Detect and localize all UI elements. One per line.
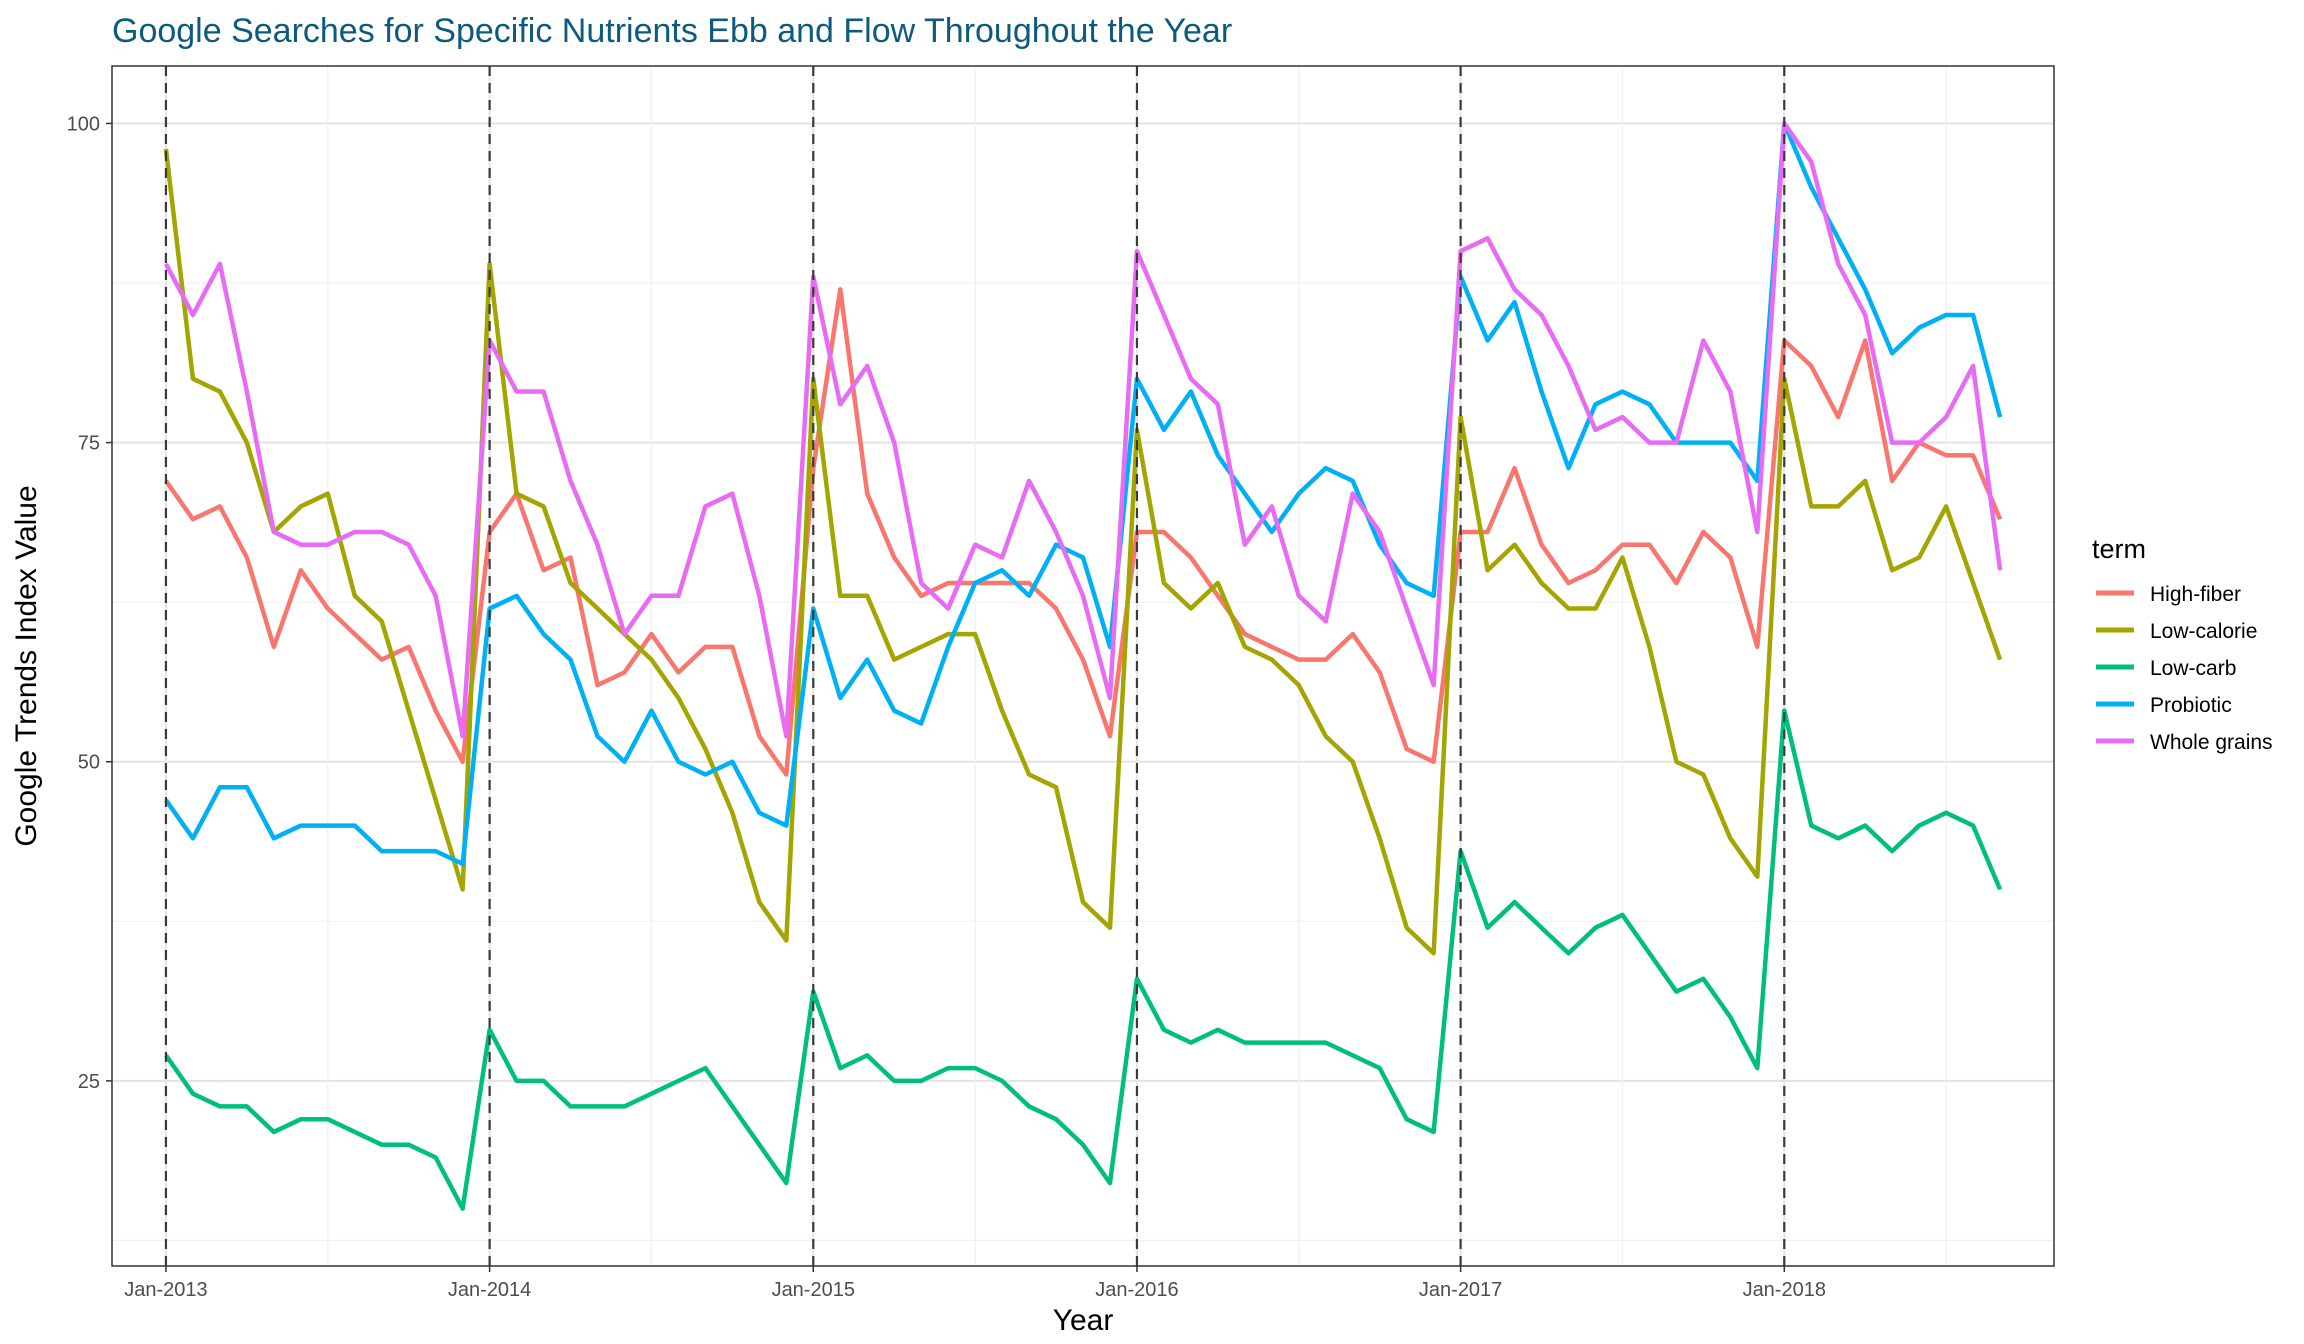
series-line-low-calorie bbox=[163, 148, 2003, 956]
x-tick-label: Jan-2016 bbox=[1095, 1279, 1178, 1301]
series-line-probiotic bbox=[164, 121, 2003, 867]
y-axis-title: Google Trends Index Value bbox=[10, 485, 43, 846]
x-tick-label: Jan-2018 bbox=[1743, 1279, 1826, 1301]
x-tick-label: Jan-2017 bbox=[1419, 1279, 1502, 1301]
legend: term High-fiber Low-calorie Low-carb Probio… bbox=[2092, 534, 2273, 754]
y-tick-label: 50 bbox=[78, 752, 100, 774]
legend-label: High-fiber bbox=[2150, 583, 2241, 606]
y-tick-label: 25 bbox=[78, 1071, 100, 1093]
x-axis-title: Year bbox=[1053, 1304, 1114, 1337]
x-axis: Jan-2013 Jan-2014 Jan-2015 Jan-2016 Jan-2017… bbox=[124, 1266, 1826, 1301]
panel-border bbox=[111, 65, 2055, 1267]
chart-title: Google Searches for Specific Nutrients E… bbox=[112, 12, 1232, 50]
x-tick-label: Jan-2015 bbox=[772, 1279, 855, 1301]
series-line-whole-grains bbox=[163, 121, 2003, 739]
legend-label: Whole grains bbox=[2150, 731, 2273, 754]
x-tick-label: Jan-2013 bbox=[124, 1279, 207, 1301]
x-tick-label: Jan-2014 bbox=[448, 1279, 531, 1301]
series-line-low-carb bbox=[164, 708, 2003, 1211]
legend-label: Probiotic bbox=[2150, 694, 2232, 717]
year-marker-lines bbox=[164, 66, 1786, 1266]
y-tick-label: 100 bbox=[67, 113, 100, 135]
legend-label: Low-calorie bbox=[2150, 620, 2257, 643]
y-tick-label: 75 bbox=[78, 433, 100, 455]
legend-title: term bbox=[2092, 534, 2146, 564]
series-lines bbox=[163, 121, 2003, 1211]
legend-label: Low-carb bbox=[2150, 657, 2236, 680]
y-axis: 25 50 75 100 bbox=[67, 113, 112, 1093]
